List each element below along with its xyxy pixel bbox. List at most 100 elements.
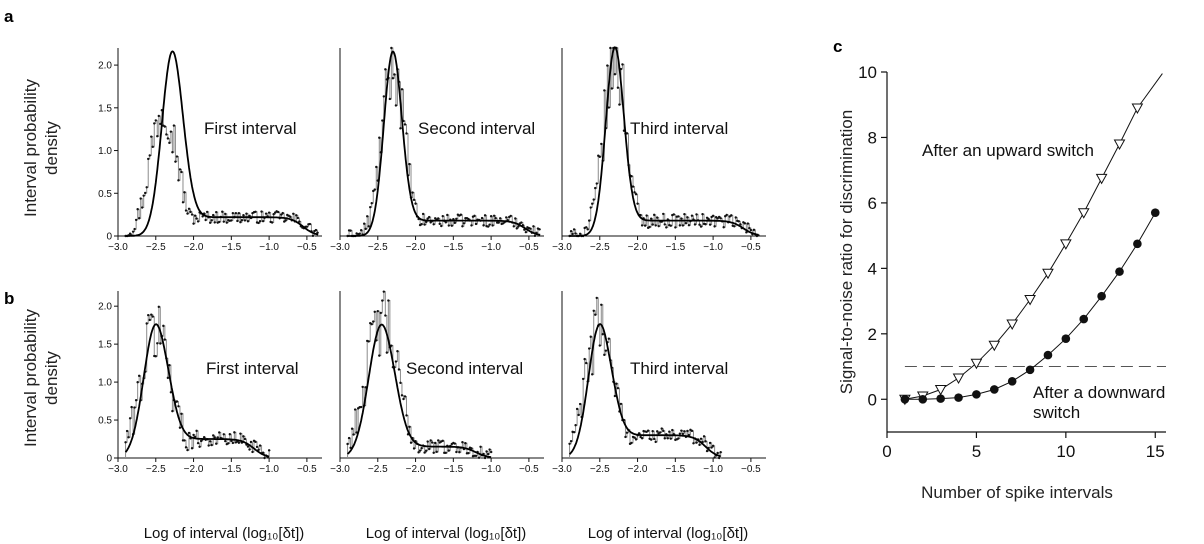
histogram-point	[153, 122, 156, 125]
histogram-point	[595, 296, 598, 300]
histogram-point	[595, 182, 598, 185]
histogram-point	[671, 428, 674, 432]
histogram-point	[589, 206, 592, 209]
histogram-point	[175, 400, 179, 403]
histogram-point	[486, 225, 490, 228]
histogram-point	[437, 439, 440, 442]
histogram-point	[316, 231, 319, 234]
x-tick-label: −2.0	[184, 464, 204, 475]
histogram-point	[411, 191, 414, 194]
histogram-point	[267, 211, 271, 214]
histogram-point	[151, 315, 154, 318]
histogram-point	[702, 435, 706, 438]
histogram-point	[684, 221, 688, 225]
histogram-point	[222, 220, 225, 223]
downward-switch-point	[936, 394, 945, 403]
x-tick-label: 5	[972, 442, 981, 461]
panel-a-label: First interval	[204, 119, 297, 138]
histogram-point	[148, 318, 151, 322]
histogram-point	[698, 223, 701, 226]
histogram-point	[183, 439, 186, 442]
histogram-point	[195, 429, 198, 433]
histogram-point	[224, 212, 227, 216]
histogram-point	[156, 135, 159, 138]
histogram-point	[177, 405, 180, 408]
histogram-point	[400, 394, 404, 397]
histogram-point	[349, 229, 352, 232]
histogram-point	[588, 347, 591, 350]
histogram-point	[669, 224, 672, 227]
histogram-point	[498, 217, 502, 220]
upward-switch-point	[1131, 103, 1144, 115]
histogram-point	[686, 429, 689, 433]
histogram-point	[420, 223, 423, 226]
histogram-point	[698, 443, 701, 447]
histogram-point	[480, 216, 484, 220]
histogram-point	[174, 160, 177, 163]
histogram-point	[233, 431, 236, 434]
histogram-point	[717, 456, 721, 460]
histogram-point	[680, 217, 683, 220]
histogram-point	[242, 214, 245, 217]
histogram-point	[215, 442, 218, 445]
x-tick-label: −0.5	[519, 464, 539, 475]
x-axis-label-col2: Log of interval (log₁₀[δt])	[366, 525, 527, 542]
histogram-point	[144, 191, 147, 195]
histogram-point	[376, 309, 379, 313]
histogram-point	[130, 405, 133, 409]
histogram-point	[488, 223, 491, 226]
histogram-point	[218, 220, 221, 224]
histogram-point	[656, 216, 659, 219]
histogram-point	[598, 155, 601, 159]
x-tick-label: −1.5	[221, 242, 241, 253]
histogram-point	[189, 210, 192, 214]
histogram-point	[157, 114, 160, 118]
histogram-point	[716, 451, 719, 455]
histogram-point	[382, 290, 386, 293]
histogram-point	[646, 429, 650, 432]
histogram-point	[384, 314, 387, 317]
histogram-point	[378, 354, 381, 357]
panel-c-xlabel: Number of spike intervals	[921, 483, 1113, 502]
panel-b2: −3.0 −2.5 −2.0 −1.5 −1.0 −0.5 Second interval	[330, 290, 544, 475]
x-tick-label: −1.0	[259, 464, 279, 475]
x-tick-label: −1.0	[481, 242, 501, 253]
histogram-point	[699, 225, 703, 228]
histogram-point	[150, 135, 153, 138]
panel-b-ylabel-line2: density	[42, 351, 61, 405]
histogram-point	[163, 338, 167, 341]
histogram-point	[586, 228, 589, 231]
histogram-point	[134, 399, 138, 402]
histogram-point	[434, 217, 437, 220]
histogram-point	[600, 303, 603, 306]
histogram-point	[486, 452, 490, 456]
histogram-point	[308, 222, 312, 226]
histogram-point	[178, 426, 182, 429]
histogram-point	[652, 437, 656, 441]
x-tick-label: −2.0	[406, 464, 426, 475]
histogram-point	[385, 351, 389, 354]
downward-switch-annotation-line1: After a downward	[1033, 383, 1165, 402]
y-tick-label: 0	[106, 232, 112, 243]
histogram-point	[145, 186, 148, 189]
fit-curve-a1	[125, 50, 319, 237]
histogram-point	[373, 310, 376, 313]
upward-switch-annotation: After an upward switch	[922, 141, 1094, 160]
histogram-point	[171, 409, 174, 413]
histogram-point	[592, 198, 595, 201]
y-tick-label: 1.5	[98, 340, 112, 351]
histogram-point	[204, 218, 207, 222]
y-tick-label: 8	[868, 128, 877, 147]
histogram-point	[609, 46, 612, 50]
downward-switch-point	[1061, 334, 1071, 344]
fit-curve-b1	[124, 323, 270, 458]
histogram-point	[403, 395, 407, 398]
histogram-point	[722, 226, 725, 229]
fit-curve-a2	[347, 50, 541, 237]
histogram-point	[370, 323, 373, 326]
histogram-point	[677, 215, 680, 218]
x-tick-label: −2.5	[590, 464, 610, 475]
histogram-point	[683, 212, 686, 216]
x-tick-label: −3.0	[552, 464, 572, 475]
histogram-point	[701, 212, 704, 216]
